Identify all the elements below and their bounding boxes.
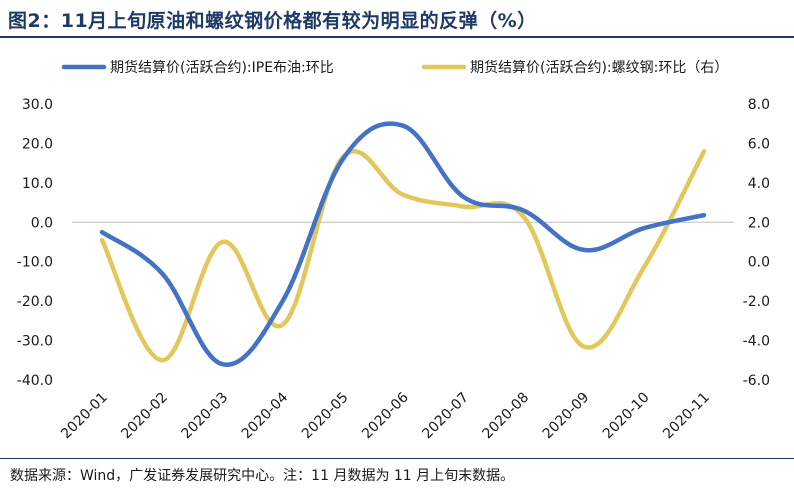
legend: 期货结算价(活跃合约):IPE布油:环比 期货结算价(活跃合约):螺纹钢:环比（右… (61, 59, 728, 76)
axes: 30.0 20.0 10.0 0.0 -10.0 -20.0 -30.0 -40.0 8.0 6.… (17, 97, 770, 389)
y-left-tick-label: -20.0 (17, 294, 53, 310)
x-axis-tick-label: 2020-09 (540, 390, 593, 443)
y-left-tick-label: 20.0 (22, 136, 53, 152)
x-axis-tick-label: 2020-01 (58, 390, 111, 443)
x-axis-tick-label: 2020-11 (660, 390, 713, 443)
y-right-tick-label: 4.0 (748, 176, 770, 192)
legend-label: 期货结算价(活跃合约):IPE布油:环比 (110, 59, 334, 76)
x-axis-tick-label: 2020-10 (600, 390, 653, 443)
y-left-tick-label: 30.0 (22, 97, 53, 113)
y-right-tick-label: -2.0 (743, 294, 770, 310)
y-right-tick-label: 8.0 (748, 97, 770, 113)
y-right-tick-label: 2.0 (748, 215, 770, 231)
x-axis-tick-label: 2020-06 (359, 389, 412, 442)
y-right-tick-label: 6.0 (748, 136, 770, 152)
chart-title: 图2：11月上旬原油和螺纹钢价格都有较为明显的反弹（%） (8, 10, 537, 32)
x-axis-tick-label: 2020-03 (179, 390, 232, 443)
x-axis-tick-label: 2020-02 (118, 390, 171, 443)
y-left-tick-label: -40.0 (17, 373, 53, 389)
chart-area: 期货结算价(活跃合约):IPE布油:环比 期货结算价(活跃合约):螺纹钢:环比（右… (0, 38, 794, 458)
x-axis-tick-label: 2020-07 (419, 390, 472, 443)
title-bar: 图2：11月上旬原油和螺纹钢价格都有较为明显的反弹（%） (0, 0, 794, 38)
legend-item-ipe-brent: 期货结算价(活跃合约):IPE布油:环比 (61, 59, 334, 76)
footer-divider (0, 458, 794, 459)
x-axis-tick-label: 2020-04 (239, 389, 292, 442)
y-left-tick-label: -10.0 (17, 255, 53, 271)
y-left-tick-label: 0.0 (31, 215, 53, 231)
legend-item-rebar: 期货结算价(活跃合约):螺纹钢:环比（右） (421, 59, 728, 76)
y-right-tick-label: -4.0 (743, 334, 770, 350)
source-note: 数据来源：Wind，广发证券发展研究中心。注：11 月数据为 11 月上旬末数据… (10, 468, 515, 484)
y-right-tick-label: 0.0 (748, 255, 770, 271)
x-axis-labels: 2020-01 2020-02 2020-03 2020-04 2020-05 2020-… (58, 389, 713, 442)
line-chart: 期货结算价(活跃合约):IPE布油:环比 期货结算价(活跃合约):螺纹钢:环比（右… (17, 59, 770, 442)
x-axis-tick-label: 2020-08 (480, 390, 533, 443)
y-left-tick-label: 10.0 (22, 176, 53, 192)
y-left-tick-label: -30.0 (17, 334, 53, 350)
series-line-rebar (99, 149, 707, 363)
series-line-ipe-brent (99, 121, 707, 367)
legend-label: 期货结算价(活跃合约):螺纹钢:环比（右） (470, 59, 728, 76)
x-axis-tick-label: 2020-05 (299, 390, 352, 443)
series-lines (99, 121, 707, 367)
y-right-tick-label: -6.0 (743, 373, 770, 389)
